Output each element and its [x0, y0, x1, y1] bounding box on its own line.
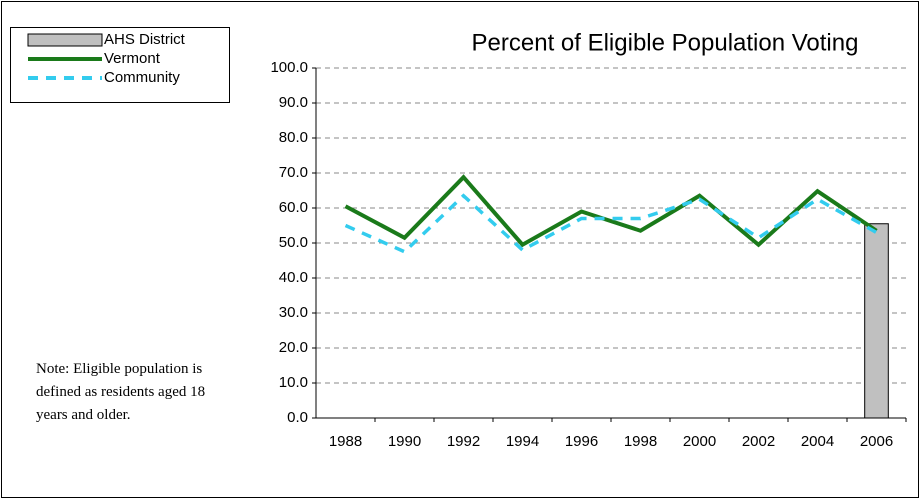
y-tick-label: 10.0 [279, 374, 308, 391]
x-tick-label: 2004 [801, 433, 834, 450]
x-tick-label: 1996 [565, 433, 598, 450]
x-tick-label: 1994 [506, 433, 539, 450]
legend-box [10, 27, 230, 103]
y-tick-label: 40.0 [279, 269, 308, 286]
y-tick-label: 70.0 [279, 164, 308, 181]
chart-title: Percent of Eligible Population Voting [472, 29, 859, 56]
note: Note: Eligible population is defined as … [36, 361, 206, 423]
y-tick-label: 20.0 [279, 339, 308, 356]
x-tick-label: 2006 [860, 433, 893, 450]
y-tick-label: 60.0 [279, 199, 308, 216]
y-tick-label: 50.0 [279, 234, 308, 251]
bar [864, 223, 889, 419]
x-tick-label: 1998 [624, 433, 657, 450]
line-series [344, 174, 878, 248]
x-tick-label: 2000 [683, 433, 716, 450]
x-tick-label: 2002 [742, 433, 775, 450]
legend-label: Community [104, 69, 180, 86]
x-tick-label: 1988 [329, 433, 362, 450]
y-tick-label: 80.0 [279, 129, 308, 146]
x-tick-label: 1990 [388, 433, 421, 450]
y-tick-label: 100.0 [270, 59, 308, 76]
x-tick-label: 1992 [447, 433, 480, 450]
legend-label: Vermont [104, 50, 161, 67]
y-tick-label: 90.0 [279, 94, 308, 111]
legend-label: AHS District [104, 31, 186, 48]
y-tick-label: 0.0 [287, 409, 308, 426]
y-tick-label: 30.0 [279, 304, 308, 321]
legend-swatch [27, 33, 103, 47]
